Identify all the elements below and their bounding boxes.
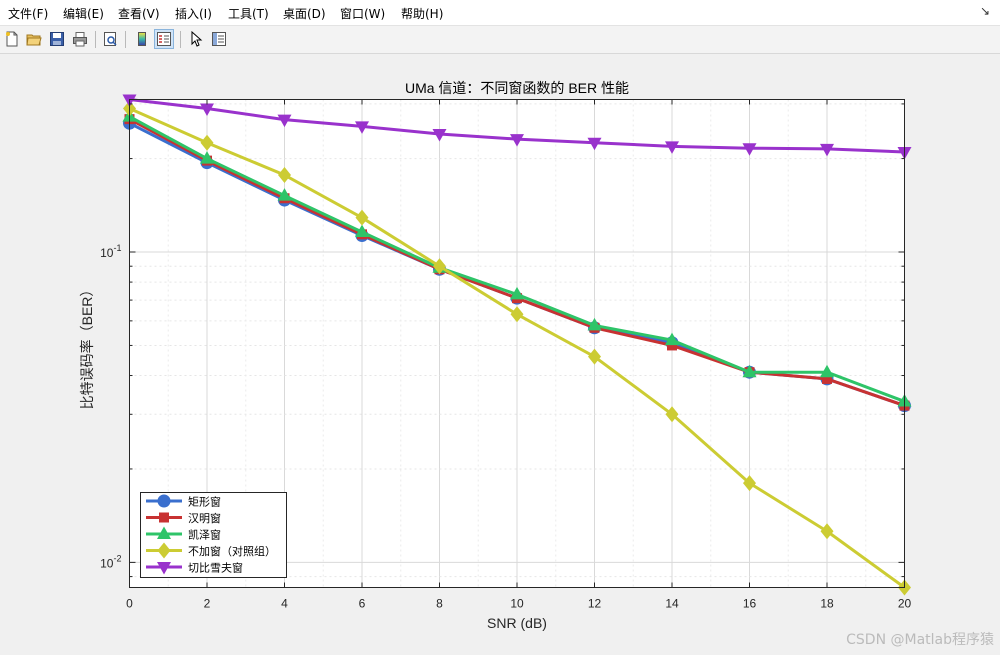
x-tick-label: 18 xyxy=(820,597,834,611)
menu-edit[interactable]: 编辑(E) xyxy=(63,7,104,21)
legend-item: 切比雪夫窗 xyxy=(146,561,243,575)
x-axis-label: SNR (dB) xyxy=(487,615,547,631)
x-tick-label: 10 xyxy=(510,597,524,611)
pin-icon[interactable]: ↘ xyxy=(979,4,990,18)
menu-insert[interactable]: 插入(I) xyxy=(175,7,212,21)
x-tick-label: 12 xyxy=(588,597,602,611)
property-inspector-icon[interactable] xyxy=(209,29,229,49)
x-tick-label: 14 xyxy=(665,597,679,611)
legend-swatch-marker xyxy=(157,542,171,559)
legend-item: 不加窗（对照组） xyxy=(146,542,276,559)
x-tick-label: 2 xyxy=(204,597,211,611)
menu-bar: 文件(F) 编辑(E) 查看(V) 插入(I) 工具(T) 桌面(D) 窗口(W… xyxy=(0,0,1000,26)
legend-label: 切比雪夫窗 xyxy=(188,561,243,575)
data-point xyxy=(432,128,447,142)
data-point xyxy=(742,143,757,156)
y-tick-label: 10-1 xyxy=(100,243,121,260)
x-tick-labels: 0 2 4 6 8 10 12 14 16 18 20 xyxy=(126,597,911,611)
x-tick-label: 8 xyxy=(436,597,443,611)
open-folder-icon[interactable] xyxy=(24,29,44,49)
data-point xyxy=(355,224,369,238)
toolbar-divider xyxy=(125,31,126,48)
print-icon[interactable] xyxy=(70,29,90,49)
data-point xyxy=(665,406,679,423)
menu-file[interactable]: 文件(F) xyxy=(8,7,49,21)
series-layer xyxy=(122,94,912,596)
menu-tools[interactable]: 工具(T) xyxy=(228,7,269,21)
series-5 xyxy=(122,94,912,160)
x-tick-label: 20 xyxy=(898,597,912,611)
data-point xyxy=(588,348,601,365)
colorbar-icon[interactable] xyxy=(132,29,152,49)
data-point xyxy=(510,306,524,323)
data-point xyxy=(665,141,679,154)
new-file-icon[interactable] xyxy=(2,29,22,49)
print-preview-icon[interactable] xyxy=(100,29,120,49)
x-tick-label: 6 xyxy=(359,597,366,611)
data-point xyxy=(355,209,369,226)
data-point xyxy=(820,523,834,540)
legend-swatch-marker xyxy=(157,494,171,508)
data-point xyxy=(433,258,446,275)
menu-desktop[interactable]: 桌面(D) xyxy=(283,7,326,21)
data-point xyxy=(742,364,757,378)
data-point xyxy=(743,475,756,492)
data-point xyxy=(587,317,602,331)
menu-view[interactable]: 查看(V) xyxy=(118,7,160,21)
legend-label: 不加窗（对照组） xyxy=(188,544,276,558)
data-point xyxy=(278,167,291,184)
toolbar-divider xyxy=(95,31,96,48)
toolbar xyxy=(0,26,1000,54)
legend-label: 汉明窗 xyxy=(188,511,221,525)
legend-item: 汉明窗 xyxy=(146,511,221,525)
legend-label: 凯泽窗 xyxy=(188,528,221,542)
legend-swatch-marker xyxy=(159,512,169,523)
menu-window[interactable]: 窗口(W) xyxy=(340,7,386,21)
chart-title: UMa 信道：不同窗函数的 BER 性能 xyxy=(405,80,629,96)
x-tick-label: 0 xyxy=(126,597,133,611)
legend-swatch-marker xyxy=(157,526,171,539)
data-point xyxy=(200,134,214,151)
data-point xyxy=(277,114,292,128)
y-tick-labels: 10-2 10-1 xyxy=(100,243,121,570)
data-point xyxy=(510,134,524,147)
menu-help[interactable]: 帮助(H) xyxy=(401,7,444,21)
legend-item: 凯泽窗 xyxy=(146,526,221,542)
data-point xyxy=(587,137,602,151)
data-point xyxy=(200,151,214,164)
tick-marks xyxy=(129,99,905,588)
x-tick-label: 4 xyxy=(281,597,288,611)
legend-item: 矩形窗 xyxy=(146,494,221,509)
save-icon[interactable] xyxy=(47,29,67,49)
figure-canvas: 0 2 4 6 8 10 12 14 16 18 20 10-2 10-1 UMa 信道：不同窗函数的… xyxy=(79,80,912,631)
data-point xyxy=(200,103,214,116)
x-tick-label: 16 xyxy=(743,597,757,611)
data-point xyxy=(822,373,832,384)
data-point xyxy=(665,332,679,346)
watermark: CSDN @Matlab程序猿 xyxy=(846,632,994,648)
data-point xyxy=(820,143,834,157)
data-point xyxy=(355,121,369,134)
data-point xyxy=(277,188,292,201)
toolbar-divider xyxy=(180,31,181,48)
series-4 xyxy=(123,100,911,596)
data-point xyxy=(820,364,834,378)
series-3 xyxy=(122,109,912,407)
legend-icon[interactable] xyxy=(154,29,174,49)
data-point xyxy=(667,340,677,351)
y-tick-label: 10-2 xyxy=(100,553,121,570)
legend-label: 矩形窗 xyxy=(188,495,221,509)
data-point xyxy=(510,286,524,300)
legend-swatch-marker xyxy=(157,562,171,575)
y-axis-label: 比特误码率（BER） xyxy=(79,283,95,410)
pointer-icon[interactable] xyxy=(186,29,206,49)
